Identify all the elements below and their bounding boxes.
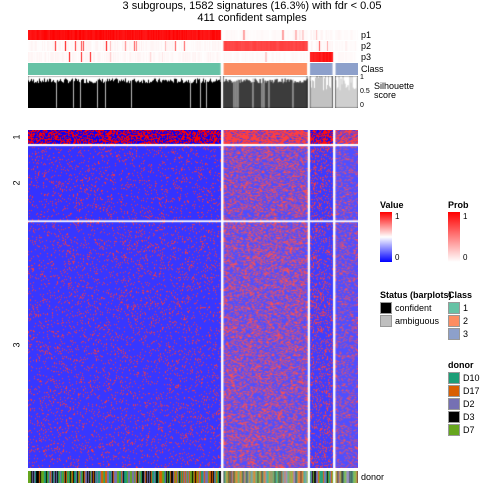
swatch-class-3: [448, 328, 460, 340]
swatch-d3: [448, 411, 460, 423]
swatch-d2: [448, 398, 460, 410]
value-gradient: [380, 212, 392, 262]
swatch-class-1: [448, 302, 460, 314]
legend-prob: Prob 1 0: [448, 200, 469, 262]
prob-gradient: [448, 212, 460, 262]
legend-prob-title: Prob: [448, 200, 469, 210]
value-tick-lo: 0: [395, 253, 399, 262]
class-3-label: 3: [463, 329, 468, 339]
class-label: Class: [361, 64, 502, 74]
legend-value: Value 1 0: [380, 200, 404, 262]
legend-class: Class 1 2 3: [448, 290, 472, 341]
p2-track: [28, 41, 358, 51]
class-1-label: 1: [463, 303, 468, 313]
sil-tick-1: 0.5: [360, 88, 502, 95]
prob-tick-lo: 0: [463, 253, 467, 262]
silhouette-track: [28, 76, 358, 108]
donor-label: donor: [361, 472, 502, 482]
p3-track: [28, 52, 358, 62]
sil-tick-2: 1: [360, 74, 502, 81]
legend-donor-title: donor: [448, 360, 480, 370]
legend-value-title: Value: [380, 200, 404, 210]
swatch-d7: [448, 424, 460, 436]
sil-tick-0: 0: [360, 102, 502, 109]
prob-tick-hi: 1: [463, 212, 467, 221]
main-heatmap: [28, 130, 358, 468]
row-label-1: 1: [12, 134, 22, 139]
status-ambiguous-label: ambiguous: [395, 316, 439, 326]
donor-track: [28, 471, 358, 483]
value-tick-hi: 1: [395, 212, 399, 221]
title: 3 subgroups, 1582 signatures (16.3%) wit…: [0, 0, 504, 12]
swatch-class-2: [448, 315, 460, 327]
legend-donor: donor D10 D17 D2 D3 D7: [448, 360, 480, 437]
class-2-label: 2: [463, 316, 468, 326]
class-track: [28, 63, 358, 75]
subtitle: 411 confident samples: [0, 12, 504, 24]
swatch-confident: [380, 302, 392, 314]
p1-track: [28, 30, 358, 40]
d10-label: D10: [463, 373, 480, 383]
p3-label: p3: [361, 52, 502, 62]
swatch-ambiguous: [380, 315, 392, 327]
d17-label: D17: [463, 386, 480, 396]
row-label-3: 3: [12, 343, 22, 348]
legend-status: Status (barplots) confident ambiguous: [380, 290, 452, 328]
d2-label: D2: [463, 399, 475, 409]
swatch-d10: [448, 372, 460, 384]
d7-label: D7: [463, 425, 475, 435]
legend-class-title: Class: [448, 290, 472, 300]
p1-label: p1: [361, 30, 502, 40]
status-confident-label: confident: [395, 303, 432, 313]
legend-status-title: Status (barplots): [380, 290, 452, 300]
row-label-2: 2: [12, 180, 22, 185]
swatch-d17: [448, 385, 460, 397]
p2-label: p2: [361, 41, 502, 51]
d3-label: D3: [463, 412, 475, 422]
